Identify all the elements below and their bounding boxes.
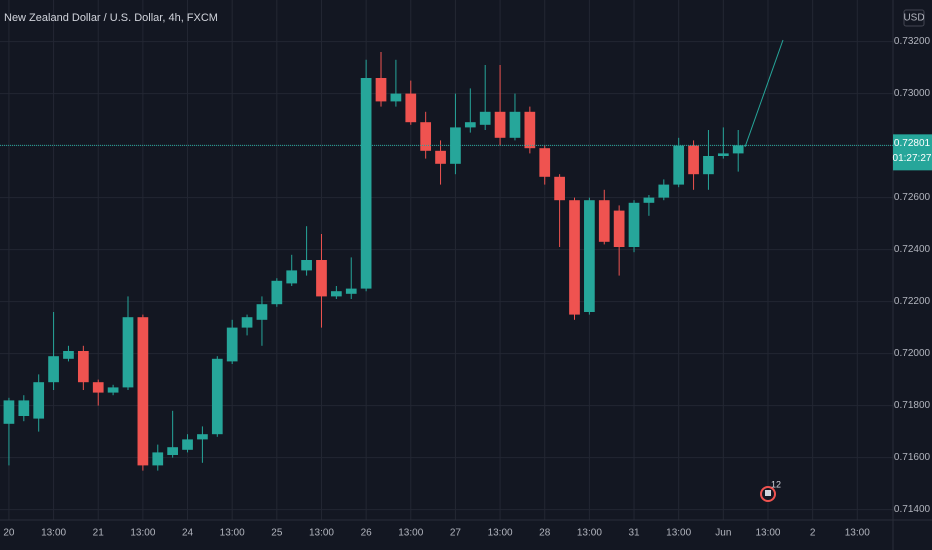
y-tick-label: 0.73000 [894, 88, 931, 99]
x-tick-label: Jun [715, 528, 731, 539]
candle-body [33, 382, 45, 419]
x-tick-label: 13:00 [488, 528, 513, 539]
candle-body [658, 184, 670, 198]
candle-body [63, 351, 74, 359]
candle-body [211, 358, 223, 435]
candle-body [167, 447, 179, 455]
candle-body [717, 153, 729, 156]
candle-body [598, 200, 610, 242]
candle-body [464, 122, 476, 128]
candle-body [48, 356, 59, 383]
candle-body [122, 317, 134, 388]
candle-body [628, 202, 640, 247]
currency-label: USD [903, 13, 924, 24]
candle-body [420, 122, 432, 151]
last-price-label: 0.72801 [894, 138, 931, 149]
y-tick-label: 0.72000 [894, 348, 931, 359]
candle-body [197, 434, 208, 440]
y-tick-label: 0.72400 [894, 244, 931, 255]
candle-body [584, 200, 595, 312]
x-tick-label: 13:00 [577, 528, 602, 539]
candle-body [271, 280, 283, 305]
x-tick-label: 13:00 [41, 528, 66, 539]
x-tick-label: 26 [361, 528, 373, 539]
x-tick-label: 13:00 [755, 528, 780, 539]
candle-body [554, 176, 565, 201]
event-marker[interactable]: 12 [760, 479, 781, 502]
x-tick-label: 21 [93, 528, 105, 539]
x-tick-label: 2 [810, 528, 816, 539]
candle-body [494, 111, 506, 138]
projection-line [744, 39, 784, 148]
chart-title: New Zealand Dollar / U.S. Dollar, 4h, FX… [4, 12, 218, 24]
candle-body [18, 400, 30, 416]
y-tick-label: 0.72600 [894, 192, 931, 203]
x-tick-label: 24 [182, 528, 194, 539]
candle-body [390, 93, 402, 102]
candle-body [509, 111, 521, 138]
y-tick-label: 0.72200 [894, 296, 931, 307]
candle-body [92, 382, 104, 393]
candle-body [241, 317, 253, 328]
candle-body [539, 148, 551, 177]
candle-body [643, 197, 655, 203]
candle-body [360, 78, 372, 289]
countdown-label: 01:27:27 [893, 153, 932, 164]
x-tick-label: 13:00 [666, 528, 691, 539]
candle-body [152, 452, 164, 466]
candle-body [732, 145, 744, 154]
candle-body [137, 317, 149, 466]
candle-body [345, 288, 357, 294]
x-tick-label: 13:00 [309, 528, 334, 539]
event-flag [765, 490, 771, 496]
candle-body [107, 387, 119, 393]
x-tick-label: 25 [271, 528, 283, 539]
candle-body [301, 260, 312, 271]
y-tick-label: 0.71600 [894, 452, 931, 463]
currency-box[interactable] [903, 9, 925, 27]
candle-body [256, 304, 268, 320]
candle-body [77, 351, 89, 383]
candle-body [316, 260, 327, 297]
candle-body [524, 111, 536, 149]
candle-body [479, 111, 491, 125]
x-tick-label: 28 [539, 528, 551, 539]
candle-body [3, 400, 15, 424]
x-tick-label: 20 [3, 528, 15, 539]
candle-body [286, 270, 298, 284]
event-count: 12 [771, 479, 781, 489]
candle-body [569, 200, 580, 315]
candles [3, 52, 744, 471]
candle-body [688, 145, 699, 175]
x-tick-label: 13:00 [398, 528, 423, 539]
y-tick-label: 0.73200 [894, 36, 931, 47]
x-tick-label: 13:00 [130, 528, 155, 539]
candle-body [613, 210, 625, 247]
x-tick-label: 13:00 [220, 528, 245, 539]
candle-body [450, 127, 461, 164]
x-tick-label: 13:00 [845, 528, 870, 539]
y-tick-label: 0.71800 [894, 400, 931, 411]
candle-body [405, 93, 417, 123]
candle-body [226, 327, 238, 362]
last-price-box [893, 134, 932, 171]
y-tick-label: 0.71400 [894, 504, 931, 515]
candle-body [435, 150, 446, 164]
candle-body [375, 78, 387, 102]
candle-body [182, 439, 193, 450]
candle-body [703, 156, 714, 175]
x-tick-label: 27 [450, 528, 462, 539]
candle-body [331, 291, 342, 297]
x-tick-label: 31 [628, 528, 640, 539]
candle-body [673, 145, 685, 185]
